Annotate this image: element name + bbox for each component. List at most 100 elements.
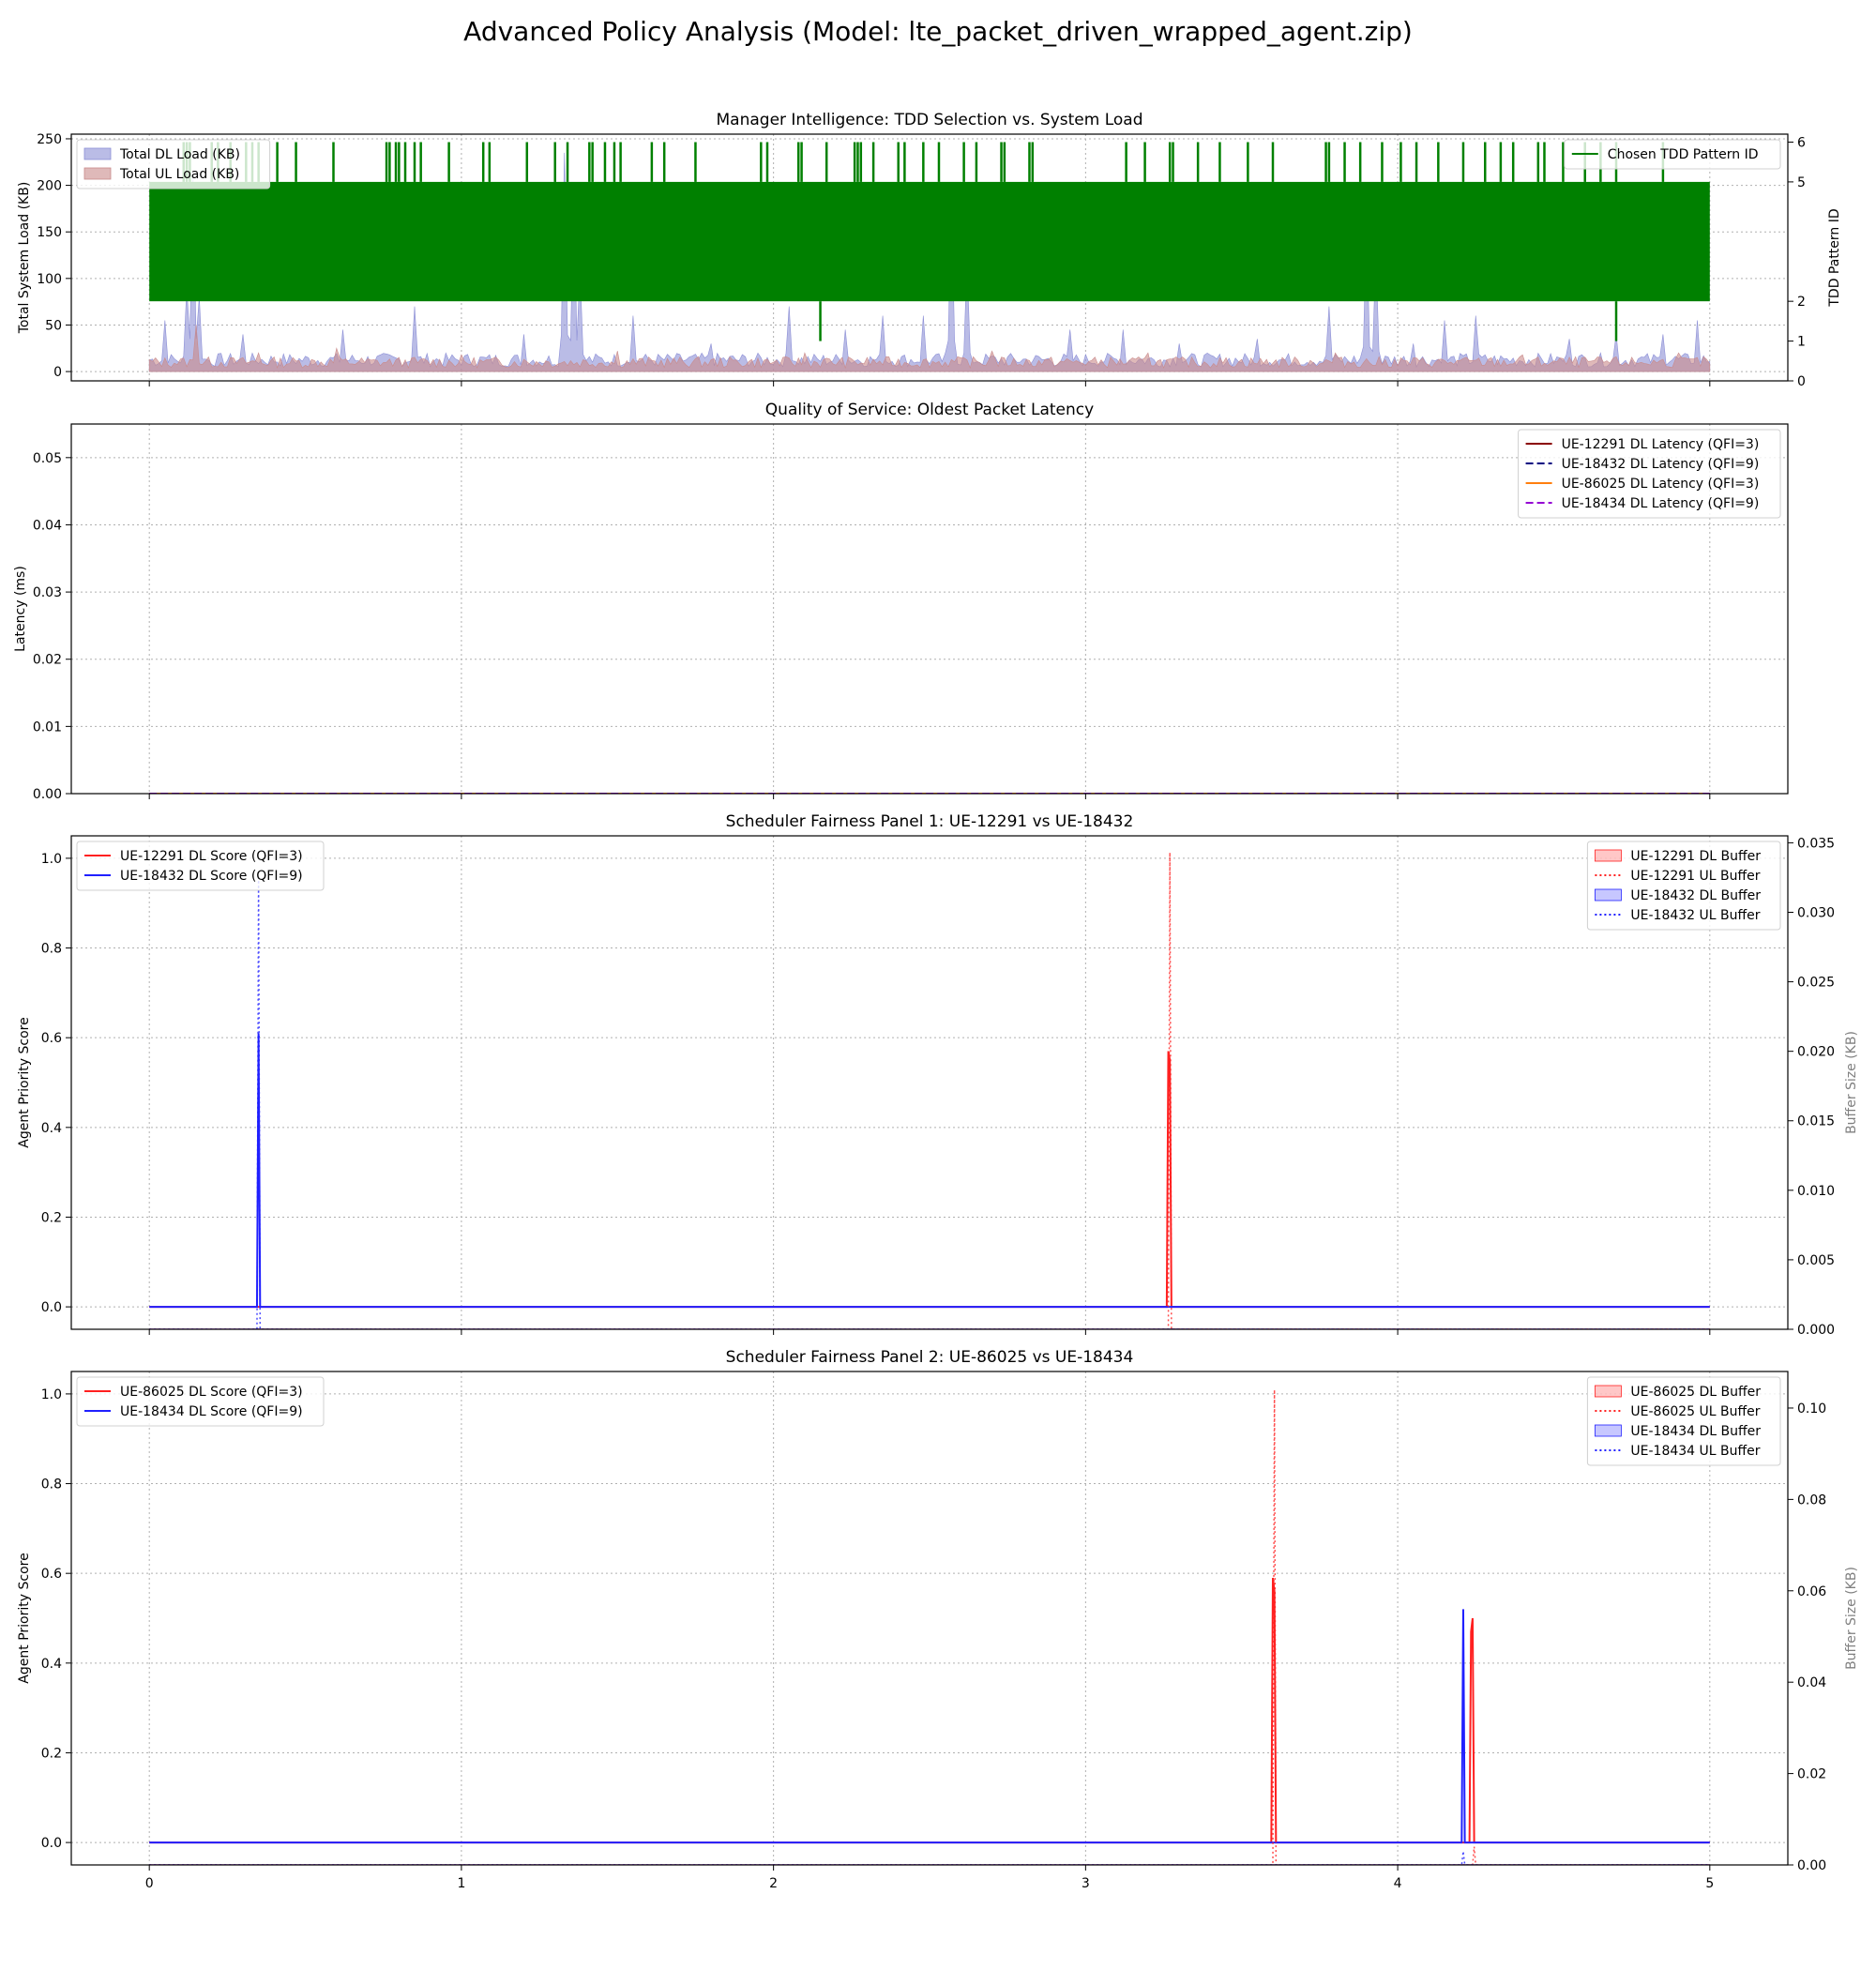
panel-title: Quality of Service: Oldest Packet Latenc…	[765, 401, 1094, 419]
legend-label: UE-12291 DL Buffer	[1630, 849, 1761, 864]
series-line	[149, 877, 1710, 1329]
y2-tick-label: 0.010	[1797, 1184, 1835, 1199]
legend-label: UE-18434 DL Score (QFI=9)	[120, 1404, 303, 1419]
legend: UE-12291 DL Latency (QFI=3) UE-18432 DL L…	[1518, 429, 1781, 519]
y-tick-label: 0.4	[41, 1657, 62, 1672]
legend-label: UE-18432 DL Buffer	[1630, 888, 1761, 903]
y2-tick-label: 0.020	[1797, 1045, 1835, 1060]
y2-tick-label: 0.035	[1797, 836, 1835, 851]
axes-frame	[70, 133, 1789, 382]
x-tick-label: 2	[769, 1876, 778, 1891]
y2-tick-label: 0.06	[1797, 1584, 1826, 1599]
panel-2: Quality of Service: Oldest Packet Latenc…	[13, 401, 1789, 802]
legend-swatch	[1595, 888, 1622, 902]
legend-box	[1564, 139, 1781, 170]
y2-tick-label: 6	[1797, 135, 1806, 150]
y2-tick-label: 0.10	[1797, 1402, 1826, 1417]
legend-box	[76, 1376, 325, 1427]
y2-tick-label: 0.02	[1797, 1767, 1826, 1782]
panel-4: Scheduler Fairness Panel 2: UE-86025 vs …	[17, 1348, 1859, 1891]
y-tick-label: 1.0	[41, 852, 62, 867]
y2-tick-label: 0.00	[1797, 1858, 1826, 1873]
y2-tick-label: 0.015	[1797, 1114, 1835, 1129]
legend-box	[1586, 841, 1781, 931]
y-axis-label: Agent Priority Score	[17, 1017, 32, 1147]
y-tick-label: 0.05	[33, 451, 62, 466]
legend-box	[1518, 429, 1781, 519]
panels: Manager Intelligence: TDD Selection vs. …	[13, 111, 1859, 1891]
axes-frame	[70, 423, 1789, 795]
y2-tick-label: 0.04	[1797, 1675, 1826, 1690]
y-tick-label: 0.04	[33, 518, 62, 533]
y2-tick-label: 1	[1797, 335, 1806, 350]
x-tick-label: 3	[1082, 1876, 1090, 1891]
panel-1: Manager Intelligence: TDD Selection vs. …	[17, 111, 1842, 389]
legend-label: UE-18432 UL Buffer	[1630, 908, 1760, 923]
ul-load-area	[148, 325, 1711, 372]
y2-tick-label: 0.030	[1797, 905, 1835, 920]
legend-label: Total DL Load (KB)	[119, 147, 240, 162]
legend-label: UE-12291 DL Score (QFI=3)	[120, 849, 303, 864]
legend-box	[1586, 1376, 1781, 1466]
series-line	[149, 1609, 1710, 1844]
series-line	[149, 1033, 1710, 1309]
y-tick-label: 50	[45, 318, 62, 333]
legend: UE-86025 DL Buffer UE-86025 UL Buffer UE-1…	[1586, 1376, 1781, 1466]
y-tick-label: 0.8	[41, 1478, 62, 1493]
legend: UE-12291 DL Score (QFI=3) UE-18432 DL Sco…	[76, 841, 325, 891]
legend-swatch	[1595, 1424, 1622, 1437]
series-line	[149, 1051, 1710, 1309]
y2-tick-label: 0.005	[1797, 1253, 1835, 1268]
x-tick-label: 5	[1705, 1876, 1714, 1891]
legend-box	[76, 841, 325, 891]
legend-swatch	[1595, 849, 1622, 862]
axes-frame	[70, 1371, 1789, 1866]
y-tick-label: 0.02	[33, 653, 62, 668]
y-tick-label: 250	[37, 132, 62, 147]
series-line	[149, 1851, 1710, 1865]
panel-title: Scheduler Fairness Panel 1: UE-12291 vs …	[726, 812, 1134, 831]
legend: Total DL Load (KB) Total UL Load (KB)	[76, 139, 271, 189]
legend-swatch	[1595, 1385, 1622, 1398]
y2-tick-label: 0.000	[1797, 1323, 1835, 1338]
y-tick-label: 1.0	[41, 1387, 62, 1402]
y2-axis-label: Buffer Size (KB)	[1844, 1567, 1859, 1670]
legend-swatch	[83, 147, 112, 160]
y-tick-label: 0.6	[41, 1031, 62, 1046]
legend-label: UE-86025 DL Latency (QFI=3)	[1562, 477, 1760, 492]
plot-area	[149, 1389, 1710, 1865]
legend-label: UE-12291 UL Buffer	[1630, 869, 1760, 884]
legend-box	[76, 139, 271, 189]
panel-title: Scheduler Fairness Panel 2: UE-86025 vs …	[726, 1348, 1134, 1367]
y-tick-label: 150	[37, 225, 62, 240]
panel-title: Manager Intelligence: TDD Selection vs. …	[717, 111, 1143, 129]
y-tick-label: 0.00	[33, 787, 62, 802]
legend-label: UE-18434 UL Buffer	[1630, 1444, 1760, 1459]
y2-tick-label: 0.08	[1797, 1493, 1826, 1508]
y-tick-label: 0.2	[41, 1746, 62, 1761]
legend: Chosen TDD Pattern ID	[1564, 139, 1781, 170]
y-axis-label: Latency (ms)	[13, 566, 28, 652]
axes-frame	[70, 835, 1789, 1330]
series-line	[149, 852, 1710, 1329]
y2-axis-label: Buffer Size (KB)	[1844, 1031, 1859, 1134]
legend-label: UE-12291 DL Latency (QFI=3)	[1562, 437, 1760, 452]
panel-3: Scheduler Fairness Panel 1: UE-12291 vs …	[17, 812, 1859, 1338]
y-tick-label: 200	[37, 179, 62, 194]
legend-swatch	[83, 167, 112, 180]
y-tick-label: 100	[37, 272, 62, 287]
y2-axis-label: TDD Pattern ID	[1827, 208, 1842, 307]
y-tick-label: 0.0	[41, 1300, 62, 1315]
plot-area	[149, 852, 1710, 1329]
y-tick-label: 0.4	[41, 1121, 62, 1136]
series-line	[149, 1389, 1710, 1865]
y-tick-label: 0.03	[33, 585, 62, 600]
legend-label: UE-18434 DL Latency (QFI=9)	[1562, 496, 1760, 511]
y2-tick-label: 2	[1797, 295, 1806, 310]
x-tick-label: 1	[457, 1876, 465, 1891]
plot-area	[148, 142, 1711, 372]
legend-label: UE-86025 DL Buffer	[1630, 1385, 1761, 1400]
dl-load-area	[148, 152, 1711, 372]
legend-label: Total UL Load (KB)	[119, 167, 239, 182]
